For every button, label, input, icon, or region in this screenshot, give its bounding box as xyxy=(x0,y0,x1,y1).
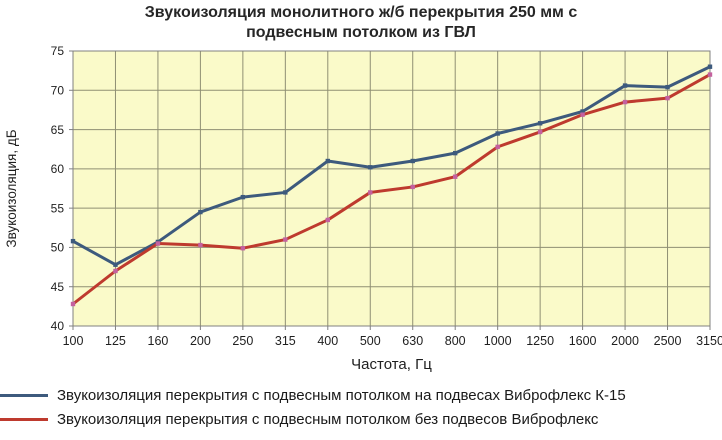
data-point xyxy=(622,99,628,105)
x-tick-label: 100 xyxy=(63,334,84,348)
data-point xyxy=(410,184,415,190)
line-chart: 40 45 50 55 60 65 70 75 100 125 160 200 250 315 400 500… xyxy=(4,44,722,373)
data-point xyxy=(283,237,288,242)
x-tick-label: 200 xyxy=(190,334,211,348)
data-point xyxy=(325,158,330,164)
y-tick-label: 75 xyxy=(51,44,65,58)
y-tick-label: 55 xyxy=(51,201,65,215)
x-tick-label: 800 xyxy=(445,334,466,348)
data-point xyxy=(155,241,161,246)
data-point xyxy=(198,242,203,248)
y-tick-label: 40 xyxy=(51,319,65,333)
data-point xyxy=(707,72,713,77)
x-tick-label: 315 xyxy=(275,334,296,348)
y-tick-label: 45 xyxy=(51,280,65,294)
x-tick-label: 500 xyxy=(360,334,381,348)
y-tick-label: 65 xyxy=(51,123,65,137)
x-tick-label: 2500 xyxy=(654,334,682,348)
data-point xyxy=(580,112,585,117)
series-line-1 xyxy=(71,73,712,306)
x-axis-title: Частота, Гц xyxy=(351,356,432,373)
x-tick-label: 125 xyxy=(105,334,126,348)
chart-legend: Звукоизоляция перекрытия с подвесным пот… xyxy=(0,384,722,432)
data-point xyxy=(707,64,713,69)
data-point xyxy=(113,262,118,267)
x-tick-label: 1000 xyxy=(484,334,512,348)
y-tick-label: 50 xyxy=(51,241,65,255)
x-tick-label: 160 xyxy=(148,334,169,348)
x-tick-label: 1250 xyxy=(526,334,554,348)
data-point xyxy=(325,217,330,223)
legend-swatch-blue-line xyxy=(0,394,48,398)
y-tick-label: 70 xyxy=(51,83,65,97)
data-point xyxy=(368,165,373,170)
data-point xyxy=(580,109,585,114)
x-tick-label: 2000 xyxy=(611,334,639,348)
data-point xyxy=(70,238,76,244)
data-point xyxy=(453,174,458,179)
data-point xyxy=(240,245,246,251)
legend-label-series-1: Звукоизоляция перекрытия с подвесным пот… xyxy=(57,411,599,429)
data-point xyxy=(453,150,458,156)
data-point xyxy=(537,129,543,135)
data-point xyxy=(240,194,246,200)
x-tick-label: 3150 xyxy=(696,334,722,348)
data-point xyxy=(665,95,670,101)
legend-swatch-red-line xyxy=(0,418,48,422)
data-point xyxy=(410,158,415,164)
data-point xyxy=(537,121,543,126)
data-point xyxy=(113,268,118,274)
x-tick-label: 250 xyxy=(232,334,253,348)
plot-border xyxy=(72,50,711,327)
data-point xyxy=(283,190,288,195)
legend-label-series-0: Звукоизоляция перекрытия с подвесным пот… xyxy=(57,387,626,405)
y-axis-title: Звукоизоляция, дБ xyxy=(4,129,19,247)
data-point xyxy=(665,84,670,90)
data-point xyxy=(622,83,628,88)
data-point xyxy=(368,190,373,195)
x-tick-label: 1600 xyxy=(569,334,597,348)
x-tick-label: 400 xyxy=(317,334,338,348)
x-tick-label: 630 xyxy=(402,334,423,348)
data-point xyxy=(198,209,203,215)
y-tick-label: 60 xyxy=(51,162,65,176)
chart-title: Звукоизоляция монолитного ж/б перекрытия… xyxy=(144,4,578,42)
data-point xyxy=(70,301,76,307)
data-point xyxy=(495,144,500,149)
legend-item-series-1: Звукоизоляция перекрытия с подвесным пот… xyxy=(0,408,722,432)
data-point xyxy=(495,131,500,136)
legend-item-series-0: Звукоизоляция перекрытия с подвесным пот… xyxy=(0,384,722,408)
series-line-0 xyxy=(71,65,712,267)
